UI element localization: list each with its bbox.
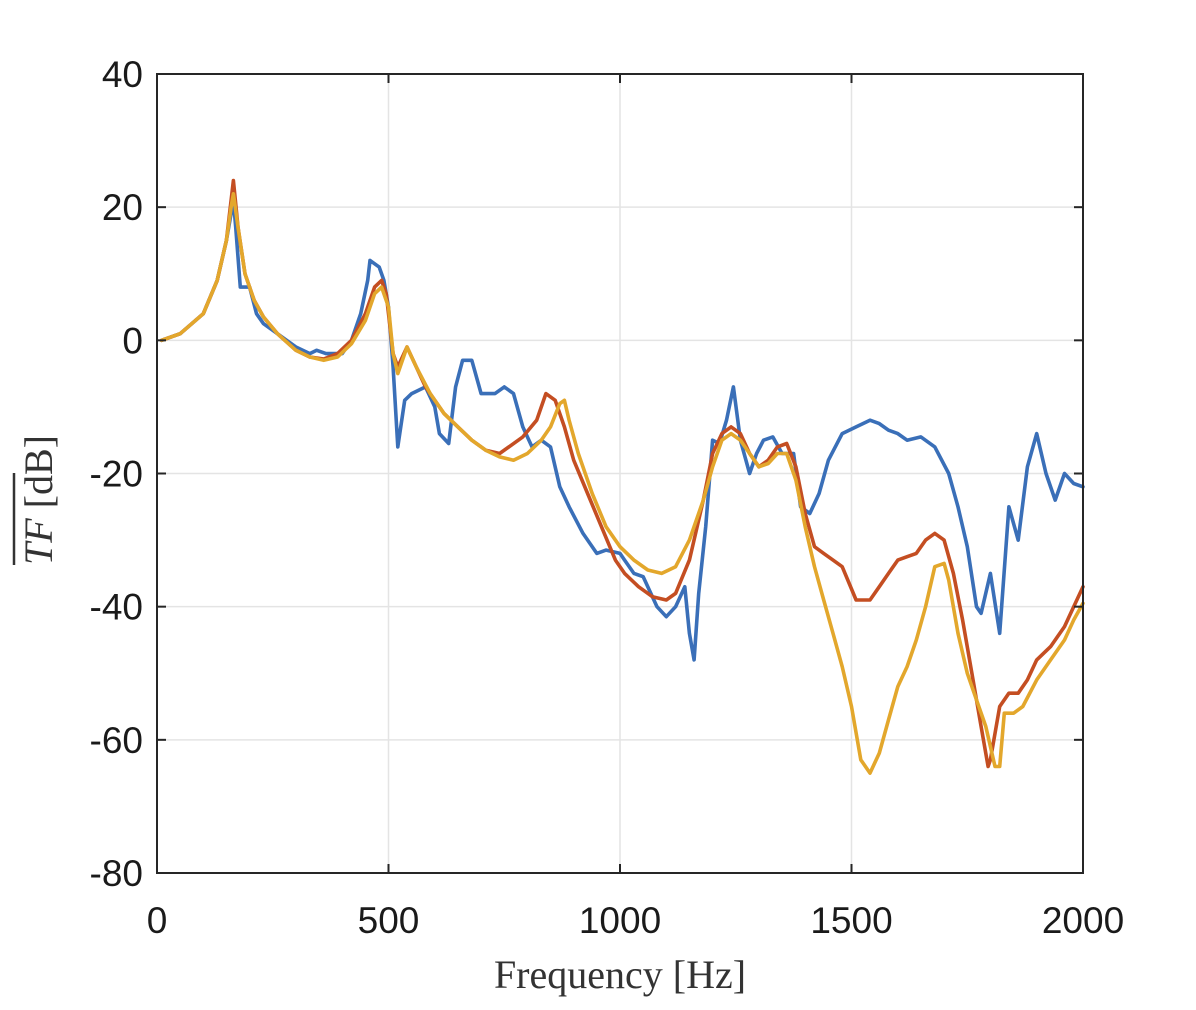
x-tick-label: 0 [147,900,168,941]
y-axis-label-unit: [dB] [16,435,61,518]
series-line-2 [159,178,1085,769]
grid [156,73,1084,874]
y-axis-label-text: TF [dB] [16,435,61,565]
x-tick-label: 2000 [1042,900,1124,941]
x-tick-label: 1000 [579,900,661,941]
y-tick-label: -80 [90,853,143,894]
y-axis-label: TF [dB] [12,435,61,565]
y-tick-label: 40 [102,54,143,95]
series-lines [159,178,1085,775]
x-axis-label: Frequency [Hz] [494,952,746,997]
x-tick-label: 1500 [810,900,892,941]
y-axis-label-symbol: TF [16,518,61,565]
y-tick-label: 0 [122,320,143,361]
y-tick-label: 20 [102,187,143,228]
y-tick-label: -20 [90,454,143,495]
tick-marks [156,73,1084,874]
y-tick-label: -40 [90,587,143,628]
x-tick-label: 500 [358,900,420,941]
y-tick-label: -60 [90,720,143,761]
y-tick-labels: -80 -60 -40 -20 0 20 40 [90,54,143,894]
series-line-3 [159,192,1085,775]
x-tick-labels: 0 500 1000 1500 2000 [147,900,1124,941]
